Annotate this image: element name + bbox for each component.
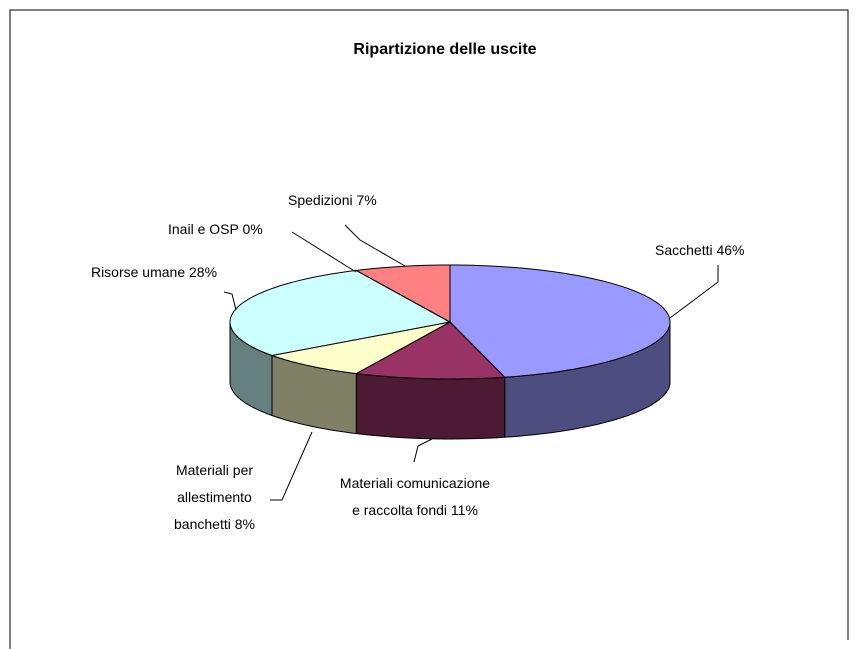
leader-line [413,438,433,463]
data-label: Spedizioni 7% [288,187,377,214]
category-label: Sacchetti [655,242,713,258]
leader-line [270,431,313,501]
data-label: Materiali comunicazione e raccolta fondi… [335,470,495,524]
category-label: Inail e OSP [168,221,239,237]
pie-slice-side [355,373,506,440]
data-label: Inail e OSP 0% [168,216,263,243]
pie-slice [449,264,671,378]
value-label: 46% [716,242,745,258]
pie-slice [270,321,451,375]
pie-slice [229,269,452,357]
category-label: Risorse umane [90,264,186,280]
data-label: Sacchetti 46% [655,237,745,264]
value-label: 28% [189,264,218,280]
pie-slice [354,321,506,380]
value-label: 8% [234,516,255,532]
pie [229,264,671,440]
data-label: Materiali per allestimento banchetti 8% [152,457,277,538]
leader-line [669,265,719,319]
leader-line [291,231,357,273]
chart-frame [9,9,849,649]
data-label: Risorse umane 28% [88,259,220,286]
value-label: 11% [450,502,478,518]
chart-title: Ripartizione delle uscite [353,41,536,58]
leader-line [223,291,237,311]
category-label: Materiali comunicazione e raccolta fondi [339,475,491,518]
leader-line [344,224,406,267]
category-label: Spedizioni [288,192,353,208]
value-label: 7% [356,192,377,208]
leader-lines [223,224,719,501]
value-label: 0% [242,221,263,237]
category-label: Materiali per allestimento banchetti [174,462,254,532]
pie-slice [354,264,451,323]
